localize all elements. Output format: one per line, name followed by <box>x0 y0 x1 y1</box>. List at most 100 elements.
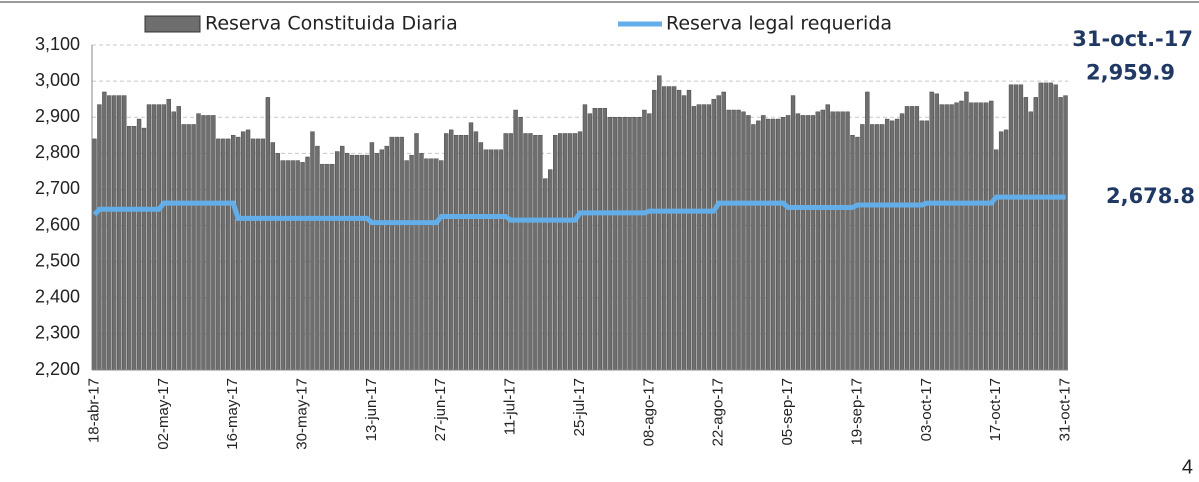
y-tick-label: 2,400 <box>35 287 80 307</box>
bar <box>954 102 959 371</box>
bar <box>894 118 900 371</box>
bar <box>533 135 538 371</box>
bar <box>260 138 266 371</box>
x-tick-label: 08-ago-17 <box>640 378 657 446</box>
bar <box>582 104 588 371</box>
bar <box>131 126 137 371</box>
bar <box>721 91 726 371</box>
bar <box>463 135 469 371</box>
bar <box>330 163 335 371</box>
bar <box>340 145 345 371</box>
bar <box>146 104 152 371</box>
legend-swatch-bar <box>144 15 201 33</box>
bar <box>860 124 865 371</box>
bar <box>820 109 825 371</box>
y-tick-label: 2,200 <box>35 359 80 379</box>
bar <box>320 163 325 371</box>
bar <box>171 111 176 371</box>
bar <box>805 115 811 371</box>
bar <box>354 154 360 371</box>
bar <box>785 115 791 371</box>
bar <box>498 149 503 371</box>
bar <box>250 138 256 371</box>
bar <box>404 160 409 371</box>
x-tick-label: 25-jul-17 <box>571 378 588 436</box>
bar <box>295 160 300 371</box>
bar <box>503 133 508 371</box>
bar <box>944 104 949 371</box>
y-tick-label: 3,000 <box>35 70 80 90</box>
bar <box>468 122 474 371</box>
bar <box>974 102 979 371</box>
bar <box>815 111 820 371</box>
x-tick-label: 16-may-17 <box>224 378 241 450</box>
bar <box>835 111 840 371</box>
bar <box>211 115 216 371</box>
bar <box>761 115 766 371</box>
bar <box>453 135 459 371</box>
bar <box>126 126 132 371</box>
bar <box>602 107 607 371</box>
bar <box>315 145 320 371</box>
bar <box>562 133 568 371</box>
bar <box>572 133 578 371</box>
x-tick-label: 31-oct-17 <box>1056 378 1073 441</box>
y-tick-label: 2,900 <box>35 106 80 126</box>
bar <box>255 138 261 371</box>
bar <box>884 118 890 371</box>
bar <box>538 135 543 371</box>
legend-label: Reserva Constituida Diaria <box>205 13 458 35</box>
bar <box>226 138 231 371</box>
bar <box>245 129 251 371</box>
bar <box>825 104 830 371</box>
bar <box>1048 82 1053 371</box>
bar <box>305 156 310 371</box>
bar <box>756 120 761 371</box>
bar <box>850 135 855 371</box>
bar <box>979 102 984 371</box>
bar <box>780 117 786 371</box>
legend-label: Reserva legal requerida <box>666 13 892 35</box>
x-tick-label: 19-sep-17 <box>848 378 865 446</box>
bar <box>429 158 434 371</box>
bar <box>924 120 929 371</box>
bar <box>181 124 186 371</box>
bar <box>642 109 647 371</box>
bar <box>671 86 677 371</box>
bar <box>112 95 117 371</box>
bar <box>840 111 845 371</box>
bar <box>1033 97 1038 371</box>
bar <box>889 120 895 371</box>
bar <box>419 153 424 371</box>
x-tick-label: 05-sep-17 <box>779 378 796 446</box>
bar <box>637 117 642 371</box>
x-tick-label: 27-jun-17 <box>432 378 449 441</box>
bar <box>612 117 617 371</box>
bar <box>1023 97 1029 371</box>
x-tick-label: 13-jun-17 <box>363 378 380 441</box>
annotation: 31-oct.-17 <box>1072 27 1193 51</box>
bar <box>706 104 711 371</box>
bar <box>483 149 489 371</box>
bar <box>736 109 741 371</box>
bar <box>478 142 484 371</box>
bar <box>795 113 801 371</box>
bar <box>909 106 915 371</box>
bar <box>201 115 206 371</box>
bar <box>790 95 796 371</box>
page-number: 4 <box>1182 456 1193 478</box>
bar <box>597 107 602 371</box>
bar <box>766 118 771 371</box>
bar <box>701 104 707 371</box>
bar <box>934 93 939 371</box>
bar <box>558 133 563 371</box>
bar <box>899 113 905 371</box>
bar <box>998 131 1004 371</box>
bar <box>102 91 107 371</box>
bar <box>151 104 157 371</box>
bar <box>290 160 295 371</box>
bar <box>379 149 385 371</box>
x-tick-label: 30-may-17 <box>294 378 311 450</box>
bar <box>969 102 974 371</box>
